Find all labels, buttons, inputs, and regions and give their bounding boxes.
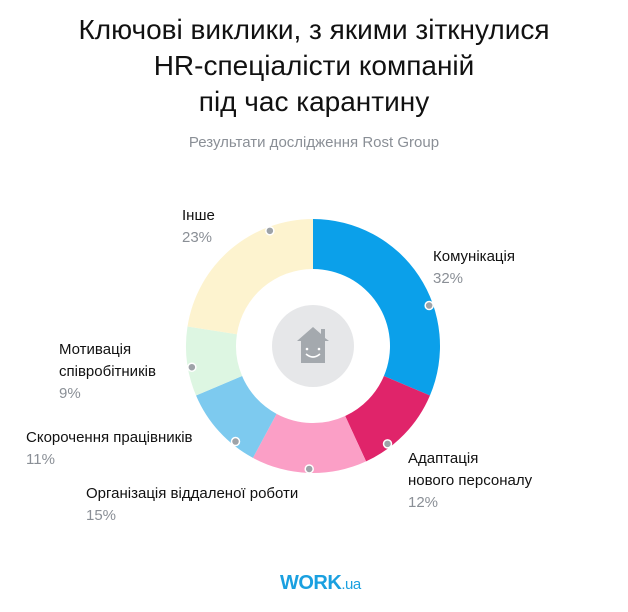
logo-suffix: .ua <box>341 576 361 593</box>
donut-slice-2 <box>345 376 430 462</box>
chart-subtitle: Результати дослідження Rost Group <box>188 134 440 151</box>
value-label: 32% <box>433 270 464 287</box>
value-label: 9% <box>59 385 81 402</box>
title-line: під час карантину <box>198 86 430 117</box>
label-adaptatsiia: Адаптація нового персоналу 12% <box>408 448 532 514</box>
label-marker-dot <box>187 362 197 372</box>
label-marker-dot <box>265 226 275 236</box>
donut-slice-4 <box>196 376 277 458</box>
label-marker-dot <box>424 300 434 311</box>
category-label: Інше <box>182 207 215 224</box>
donut-slice-1 <box>313 219 441 396</box>
category-label: нового персоналу <box>408 472 533 489</box>
smiling-house-icon <box>297 327 329 363</box>
label-orhanizatsiia: Організація віддаленої роботи 15% <box>86 483 298 527</box>
category-label: Комунікація <box>433 248 515 265</box>
label-marker-dot <box>304 464 314 474</box>
category-label: Адаптація <box>408 450 479 467</box>
label-skorochennia: Скорочення працівників 11% <box>26 427 193 471</box>
value-label: 12% <box>408 494 439 511</box>
value-label: 11% <box>26 451 55 468</box>
title-line: Ключові виклики, з якими зіткнулися <box>78 14 550 45</box>
chart-title: Ключові виклики, з якими зіткнулися HR-с… <box>0 12 628 120</box>
label-komunikatsiia: Комунікація 32% <box>433 246 515 290</box>
donut-slice-5 <box>186 326 243 396</box>
donut-slice-6 <box>187 219 313 335</box>
value-label: 15% <box>86 507 117 524</box>
label-motyvatsiia: Мотивація співробітників 9% <box>59 339 156 405</box>
label-marker-dot <box>382 439 393 449</box>
value-label: 23% <box>182 229 213 246</box>
donut-slice-3 <box>252 413 367 474</box>
category-label: Мотивація <box>59 341 132 358</box>
logo-main: WORK <box>280 572 342 594</box>
label-marker-dot <box>230 436 241 447</box>
label-inshe: Інше 23% <box>182 205 215 249</box>
title-line: HR-спеціалісти компаній <box>153 50 475 81</box>
category-label: Скорочення працівників <box>26 429 193 446</box>
category-label: Організація віддаленої роботи <box>86 485 299 502</box>
category-label: співробітників <box>59 363 156 380</box>
work-ua-logo: WORK.ua <box>280 572 361 595</box>
